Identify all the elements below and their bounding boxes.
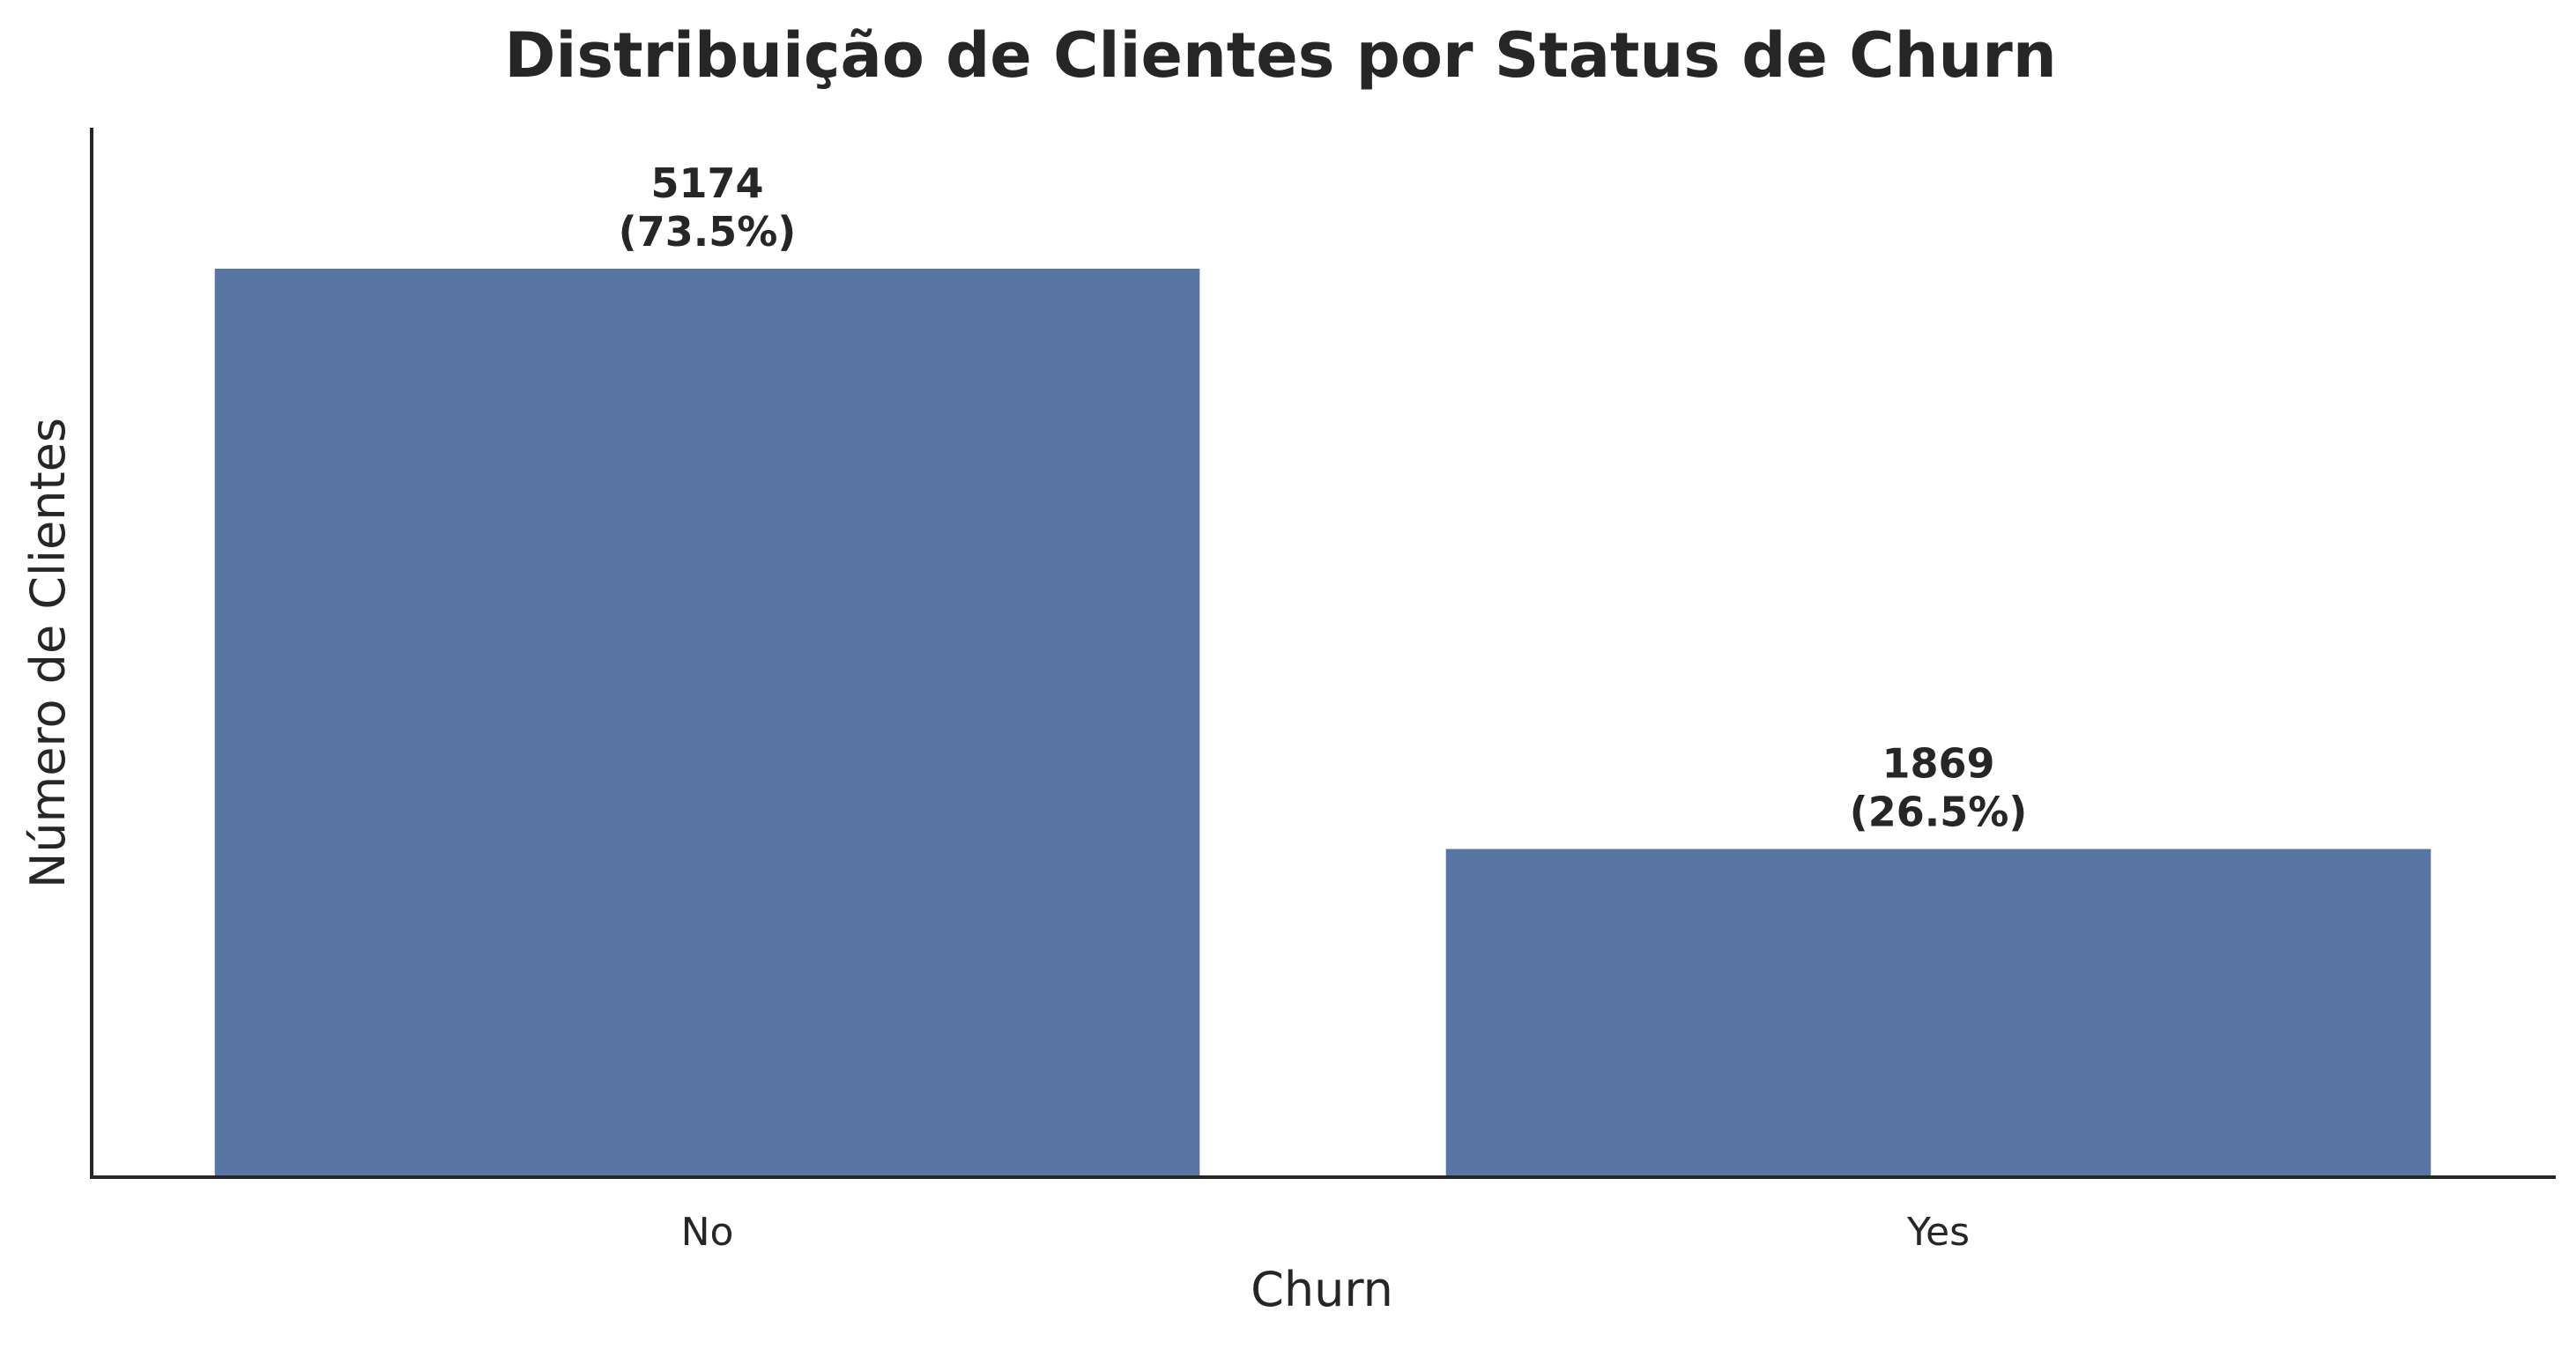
bar-no xyxy=(214,268,1200,1177)
bar-yes xyxy=(1445,849,2431,1177)
data-labels-layer: 5174(73.5%) 1869(26.5%) xyxy=(619,159,2028,836)
y-axis-label: Número de Clientes xyxy=(20,418,76,888)
x-tick-labels-layer: No Yes xyxy=(681,1210,1970,1255)
data-label-percent-no: (73.5%) xyxy=(619,208,797,256)
data-label-percent-yes: (26.5%) xyxy=(1850,789,2028,836)
x-tick-label-no: No xyxy=(681,1210,734,1255)
data-label-value-no: 5174 xyxy=(650,159,763,207)
bars-layer xyxy=(214,268,2431,1177)
data-label-value-yes: 1869 xyxy=(1882,740,1994,788)
chart-title: Distribuição de Clientes por Status de C… xyxy=(504,19,2056,92)
x-axis-label: Churn xyxy=(1251,1262,1393,1317)
x-tick-label-yes: Yes xyxy=(1906,1210,1970,1255)
